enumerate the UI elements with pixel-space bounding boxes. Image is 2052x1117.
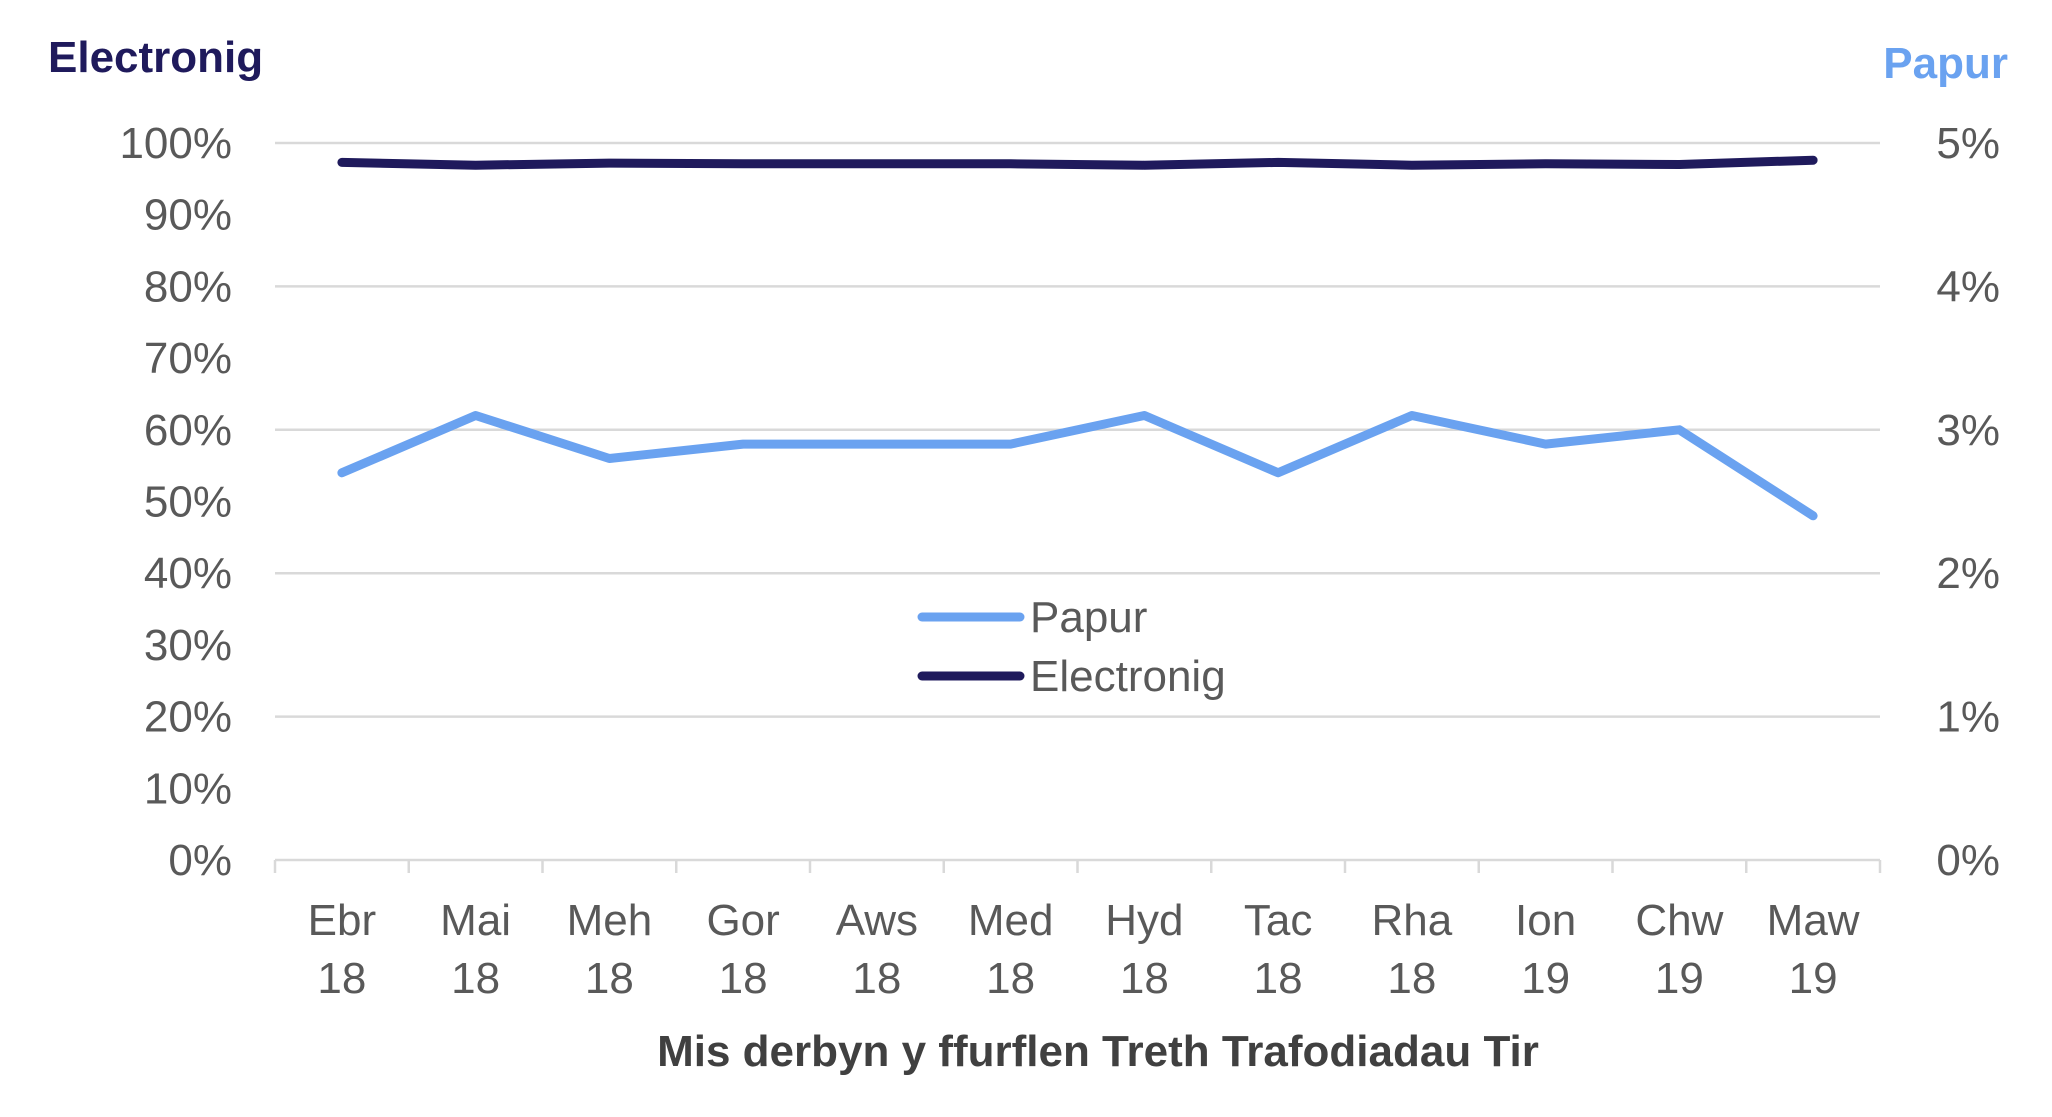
left-tick-label: 0%	[168, 836, 232, 885]
x-tick-label-month: Mai	[440, 896, 511, 945]
legend: Papur Electronig	[917, 593, 1226, 701]
left-axis-ticks: 0% 10% 20% 30% 40% 50% 60% 70% 80% 90% 100%	[119, 119, 232, 885]
x-tick-label-month: Maw	[1767, 896, 1860, 945]
right-tick-label: 5%	[1936, 119, 2000, 168]
right-tick-label: 4%	[1936, 262, 2000, 311]
right-axis-ticks: 0% 1% 2% 3% 4% 5%	[1936, 119, 2000, 885]
x-tick-label-month: Tac	[1244, 896, 1312, 945]
series-line-papur	[337, 411, 1818, 521]
right-axis-title: Papur	[1883, 39, 2008, 88]
x-tick-label-year: 18	[1254, 954, 1303, 1003]
x-tick-label-month: Chw	[1635, 896, 1723, 945]
series-lines	[337, 155, 1818, 521]
x-tick-label-month: Ion	[1515, 896, 1576, 945]
x-tick-label-year: 18	[451, 954, 500, 1003]
x-tick-label-month: Hyd	[1105, 896, 1183, 945]
legend-label-electronig: Electronig	[1030, 652, 1226, 701]
x-tick-label-year: 18	[719, 954, 768, 1003]
x-tick-label-year: 19	[1789, 954, 1838, 1003]
left-tick-label: 20%	[144, 693, 232, 742]
series-line-electronig	[337, 155, 1818, 170]
left-tick-label: 50%	[144, 478, 232, 527]
x-tick-label-year: 18	[1120, 954, 1169, 1003]
x-tick-label-year: 18	[1387, 954, 1436, 1003]
left-tick-label: 100%	[119, 119, 232, 168]
x-tick-label-year: 19	[1521, 954, 1570, 1003]
right-tick-label: 2%	[1936, 549, 2000, 598]
left-tick-label: 90%	[144, 191, 232, 240]
left-tick-label: 80%	[144, 262, 232, 311]
x-axis: Ebr 18 Mai 18 Meh 18 Gor 18 Aws 18 Med 18 Hyd 18 Tac 18…	[273, 858, 1882, 1003]
left-tick-label: 40%	[144, 549, 232, 598]
x-tick-label-month: Rha	[1372, 896, 1453, 945]
left-tick-label: 10%	[144, 764, 232, 813]
x-tick-label-month: Ebr	[308, 896, 376, 945]
x-tick-label-year: 18	[585, 954, 634, 1003]
right-tick-label: 3%	[1936, 406, 2000, 455]
x-tick-label-month: Med	[968, 896, 1054, 945]
x-tick-label-year: 18	[986, 954, 1035, 1003]
x-tick-label-month: Gor	[706, 896, 779, 945]
left-tick-label: 30%	[144, 621, 232, 670]
x-tick-label-month: Aws	[836, 896, 918, 945]
x-tick-label-month: Meh	[567, 896, 653, 945]
right-tick-label: 1%	[1936, 693, 2000, 742]
left-axis-title: Electronig	[48, 33, 263, 82]
x-tick-label-year: 18	[852, 954, 901, 1003]
left-tick-label: 70%	[144, 334, 232, 383]
right-tick-label: 0%	[1936, 836, 2000, 885]
x-axis-title: Mis derbyn y ffurflen Treth Trafodiadau …	[657, 1027, 1539, 1076]
x-tick-label-year: 19	[1655, 954, 1704, 1003]
x-tick-label-year: 18	[317, 954, 366, 1003]
left-tick-label: 60%	[144, 406, 232, 455]
legend-label-papur: Papur	[1030, 593, 1147, 642]
